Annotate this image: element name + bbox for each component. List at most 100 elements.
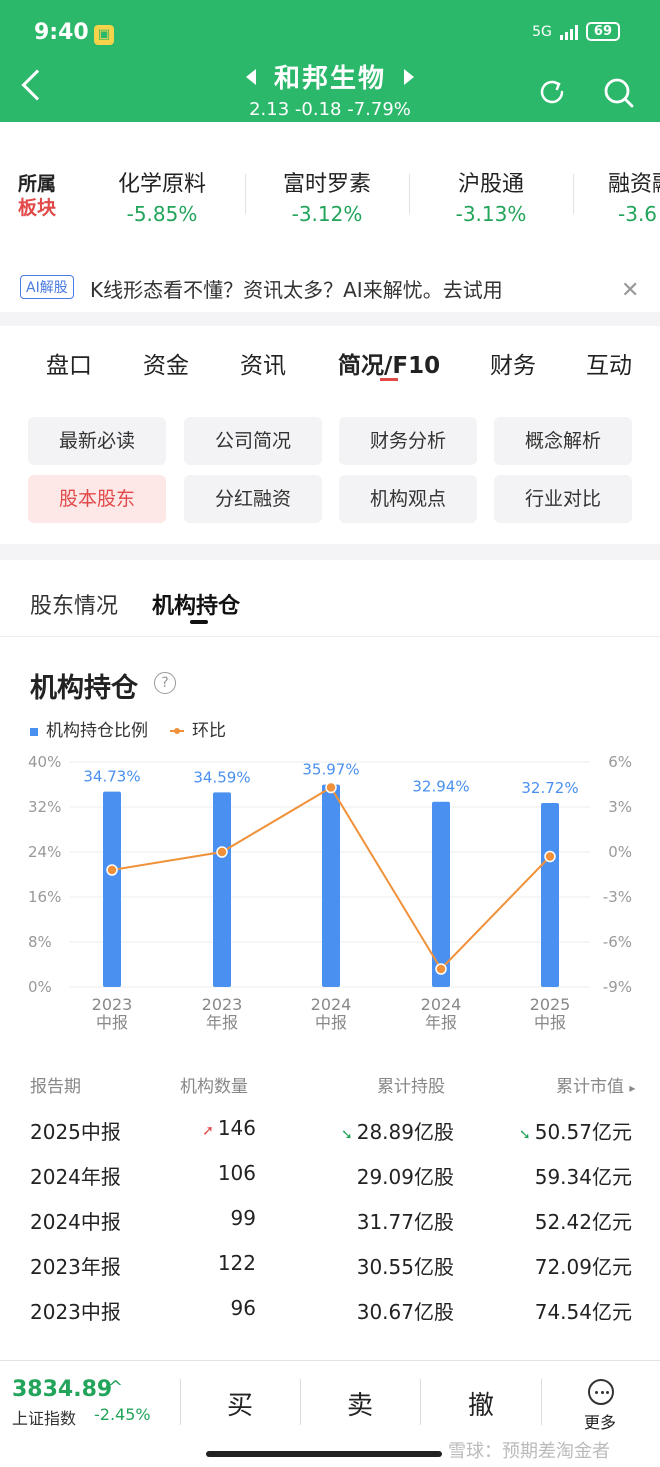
ai-banner[interactable]: AI解股 K线形态看不懂？资讯太多？AI来解忧。去试用 ✕ — [0, 262, 660, 312]
prev-stock-icon[interactable] — [245, 68, 256, 85]
tab-finance[interactable]: 财务 — [490, 353, 536, 379]
pill-concept[interactable]: 概念解析 — [494, 417, 632, 465]
cell-value: 59.34亿元 — [534, 1165, 632, 1189]
status-right: 5G 69 — [532, 22, 620, 41]
table-row[interactable]: 2023年报 122 30.55亿股 72.09亿元 — [0, 1241, 660, 1286]
cancel-button[interactable]: 撤 — [467, 1391, 494, 1421]
subtab-institution[interactable]: 机构持仓 — [152, 594, 241, 619]
home-indicator[interactable] — [206, 1451, 442, 1457]
cell-value: ➘ 50.57亿元 — [519, 1120, 632, 1144]
col-header-shares[interactable]: 累计持股 — [377, 1077, 445, 1097]
line-point — [435, 963, 447, 975]
bar-label: 34.73% — [83, 768, 140, 786]
legend-line: 环比 — [170, 716, 226, 741]
cell-count: ➚ 146 — [202, 1116, 256, 1140]
cell-shares: ➘ 28.89亿股 — [341, 1120, 454, 1144]
pill-views[interactable]: 机构观点 — [339, 475, 477, 523]
line-point — [325, 781, 337, 794]
bar-swatch-icon — [30, 728, 38, 736]
sector-strip: 所属 板块 化学原料 -5.85% 富时罗素 -3.12% 沪股通 -3.13%… — [0, 122, 660, 262]
cell-count: 122 — [217, 1251, 256, 1275]
tab-interact[interactable]: 互动 — [586, 353, 632, 379]
pill-industry[interactable]: 行业对比 — [494, 475, 632, 523]
search-icon[interactable] — [602, 76, 636, 110]
line-point — [216, 846, 228, 858]
cell-shares: 30.55亿股 — [356, 1255, 454, 1279]
pill-latest[interactable]: 最新必读 — [28, 417, 166, 465]
more-icon[interactable] — [588, 1379, 614, 1405]
x-tick-label: 2024 — [311, 995, 352, 1014]
buy-button[interactable]: 买 — [226, 1391, 253, 1421]
y-left-tick: 40% — [28, 753, 61, 771]
bar-label: 34.59% — [193, 768, 250, 786]
next-stock-icon[interactable] — [404, 68, 414, 85]
y-right-tick: 0% — [608, 843, 632, 861]
x-tick-label: 中报 — [315, 1013, 347, 1032]
pill-dividend[interactable]: 分红融资 — [184, 475, 322, 523]
index-value[interactable]: 3834.89 — [12, 1377, 113, 1402]
y-right-tick: 3% — [608, 798, 632, 816]
ai-banner-text[interactable]: K线形态看不懂？资讯太多？AI来解忧。去试用 — [90, 278, 503, 302]
col-header-count[interactable]: 机构数量 — [180, 1077, 248, 1097]
status-time: 9:40 — [34, 20, 89, 45]
col-header-value[interactable]: 累计市值 ▸ — [556, 1077, 636, 1097]
tab-pankou[interactable]: 盘口 — [46, 353, 92, 379]
institution-chart: 40% 6% 32% 3% 24% 0% 16% -3% 8% -6% 0% -9% 34.73% 34.… — [28, 753, 632, 1032]
y-right-tick: -3% — [603, 888, 632, 906]
cell-period: 2023中报 — [30, 1300, 121, 1324]
subtab-underline — [190, 620, 208, 624]
bar — [322, 784, 340, 987]
cell-shares: 30.67亿股 — [356, 1300, 454, 1324]
bar — [541, 802, 559, 987]
x-tick-label: 2025 — [530, 995, 571, 1014]
refresh-icon[interactable] — [536, 76, 568, 108]
pill-shareholders[interactable]: 股本股东 — [28, 475, 166, 523]
tab-funds[interactable]: 资金 — [143, 353, 189, 379]
ai-badge: AI解股 — [20, 275, 74, 299]
x-tick-label: 中报 — [96, 1013, 128, 1032]
sector-item[interactable]: 沪股通 -3.13% — [455, 172, 527, 226]
pill-finance-analysis[interactable]: 财务分析 — [339, 417, 477, 465]
stock-name: 和邦生物 — [273, 64, 386, 94]
signal-icon — [559, 24, 578, 40]
x-tick-label: 年报 — [425, 1013, 457, 1032]
chart-legend: 机构持仓比例 环比 — [30, 716, 226, 741]
main-tabs: 盘口 资金 资讯 简况/F10 财务 互动 最新必读 公司简况 财务分析 概念解… — [0, 326, 660, 544]
sector-item[interactable]: 富时罗素 -3.12% — [282, 172, 371, 226]
cell-value: 72.09亿元 — [534, 1255, 632, 1279]
table-row[interactable]: 2025中报 ➚ 146 ➘ 28.89亿股 ➘ 50.57亿元 — [0, 1106, 660, 1151]
help-icon[interactable]: ? — [154, 672, 176, 694]
tab-news[interactable]: 资讯 — [240, 353, 286, 379]
x-tick-label: 2023 — [92, 995, 133, 1014]
x-tick-label: 2023 — [202, 995, 243, 1014]
bar — [432, 801, 450, 987]
sell-button[interactable]: 卖 — [346, 1391, 373, 1421]
line-swatch-icon — [170, 728, 184, 734]
up-arrow-icon: ➚ — [202, 1123, 214, 1139]
close-icon[interactable]: ✕ — [621, 278, 640, 303]
index-name: 上证指数 — [12, 1409, 77, 1428]
table-row[interactable]: 2023中报 96 30.67亿股 74.54亿元 — [0, 1286, 660, 1331]
cell-count: 106 — [217, 1161, 256, 1185]
sector-item[interactable]: 化学原料 -5.85% — [117, 172, 206, 226]
subtab-shareholders[interactable]: 股东情况 — [30, 594, 119, 619]
line-point — [106, 864, 118, 876]
cell-value: 74.54亿元 — [534, 1300, 632, 1324]
table-row[interactable]: 2024年报 106 29.09亿股 59.34亿元 — [0, 1151, 660, 1196]
pill-company[interactable]: 公司简况 — [184, 417, 322, 465]
tab-f10[interactable]: 简况/F10 — [338, 353, 441, 379]
chevron-up-icon: ^ — [108, 1377, 124, 1398]
y-left-tick: 16% — [28, 888, 61, 906]
sector-item[interactable]: 融资融券 -3.6 — [608, 172, 660, 226]
y-left-tick: 32% — [28, 798, 61, 816]
cell-shares: 31.77亿股 — [356, 1210, 454, 1234]
down-arrow-icon: ➘ — [341, 1127, 353, 1143]
index-change: -2.45% — [94, 1405, 151, 1424]
line-point — [544, 850, 556, 863]
x-tick-label: 中报 — [534, 1013, 566, 1032]
more-button[interactable]: 更多 — [584, 1413, 617, 1432]
legend-bar: 机构持仓比例 — [30, 716, 148, 741]
table-row[interactable]: 2024中报 99 31.77亿股 52.42亿元 — [0, 1196, 660, 1241]
cell-count: 99 — [230, 1206, 256, 1230]
cell-shares: 29.09亿股 — [356, 1165, 454, 1189]
